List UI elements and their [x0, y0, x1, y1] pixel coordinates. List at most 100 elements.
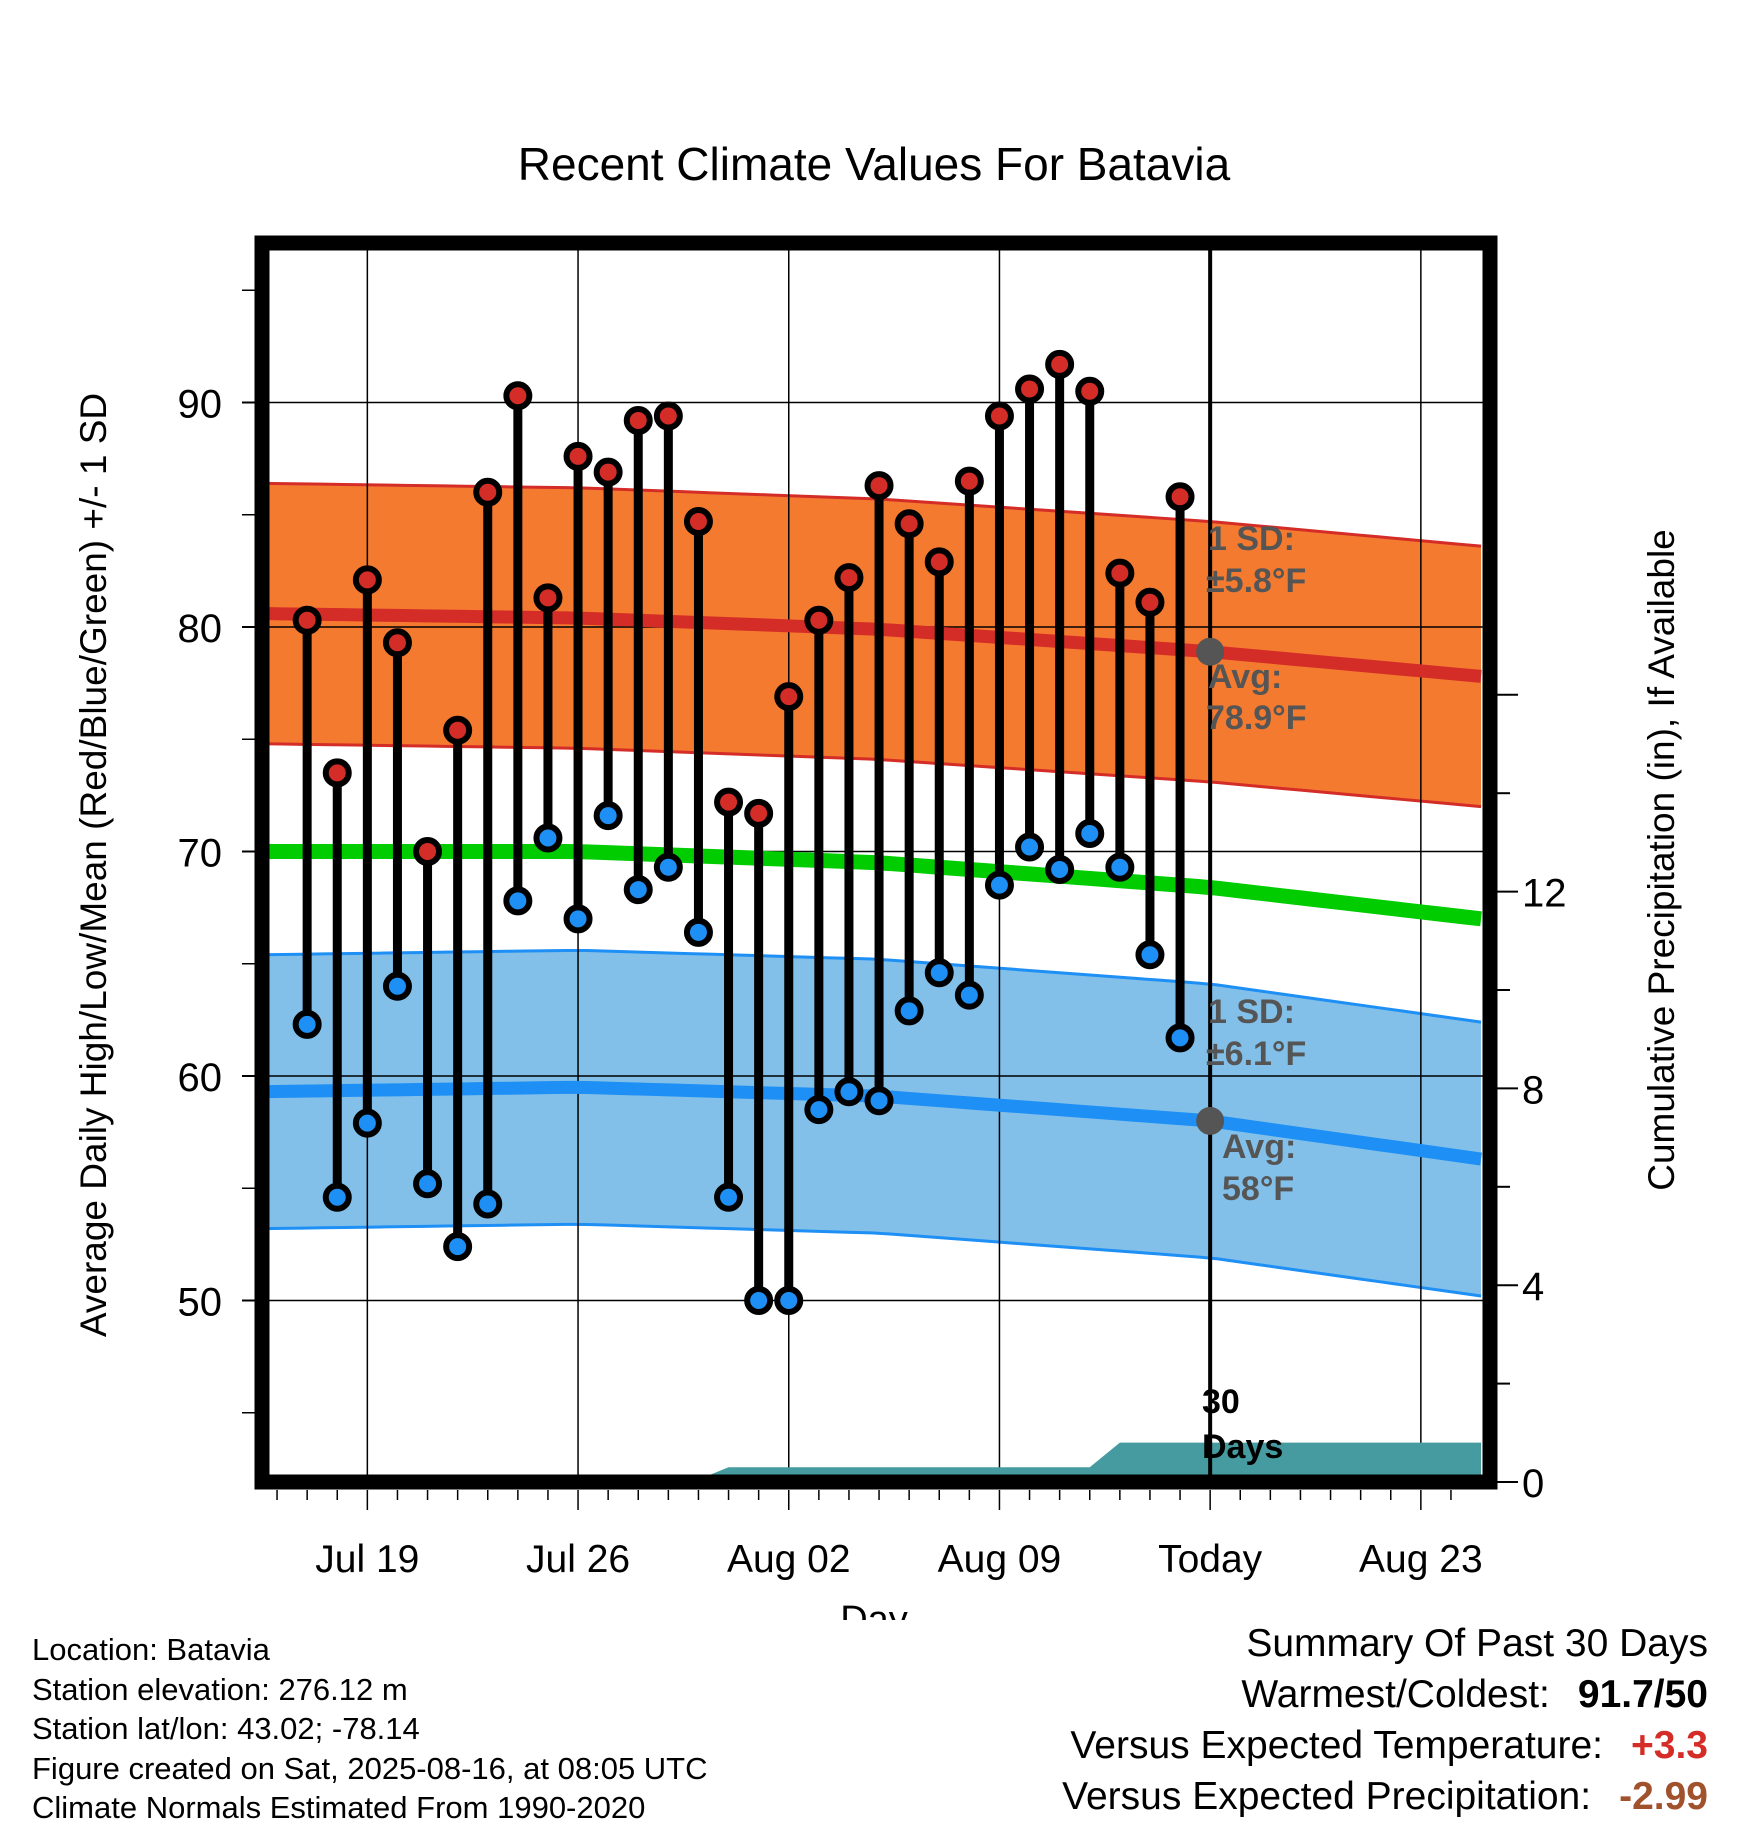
x-axis-label: Day	[840, 1599, 908, 1620]
daily-low-point	[1165, 1023, 1195, 1053]
daily-high-point	[503, 381, 533, 411]
daily-low-point	[533, 823, 563, 853]
daily-low-point	[744, 1286, 774, 1315]
daily-high-point	[894, 509, 924, 539]
daily-high-point	[984, 401, 1014, 431]
y-axis-tick-label: 50	[178, 1281, 223, 1325]
daily-high-point	[1015, 374, 1045, 404]
daily-low-point	[774, 1286, 804, 1315]
daily-low-point	[864, 1086, 894, 1116]
temp-value: +3.3	[1631, 1724, 1708, 1767]
daily-low-point	[1105, 852, 1135, 882]
daily-high-point	[292, 605, 322, 635]
daily-high-point	[774, 682, 804, 712]
x-axis-tick-label: Today	[1158, 1538, 1263, 1581]
daily-high-point	[563, 441, 593, 471]
high-avg-title: Avg:	[1208, 658, 1282, 696]
daily-low-point	[804, 1095, 834, 1125]
warmest-value: 91.7/50	[1577, 1673, 1708, 1716]
daily-high-point	[653, 401, 683, 431]
daily-low-point	[834, 1077, 864, 1107]
daily-high-point	[714, 787, 744, 817]
x-axis-tick-label: Jul 19	[315, 1538, 419, 1581]
today-days-label-line2: Days	[1202, 1428, 1283, 1466]
daily-high-point	[1045, 349, 1075, 379]
y-axis-label: Average Daily High/Low/Mean (Red/Blue/Gr…	[73, 393, 114, 1337]
daily-high-point	[352, 565, 382, 595]
climate-chart: Recent Climate Values For Batavia 1 SD: ±…	[73, 138, 1682, 1620]
y2-axis-tick-label: 0	[1522, 1462, 1544, 1506]
location-text: Location: Batavia	[32, 1632, 270, 1667]
high-avg-value: 78.9°F	[1206, 699, 1307, 737]
temp-label: Versus Expected Temperature:	[1070, 1724, 1603, 1767]
daily-low-point	[984, 870, 1014, 900]
daily-low-point	[322, 1182, 352, 1212]
today-high-avg-marker	[1196, 637, 1225, 666]
y-axis-tick-label: 90	[178, 383, 223, 427]
low-sd-value: ±6.1°F	[1206, 1035, 1306, 1073]
daily-low-point	[473, 1189, 503, 1219]
high-sd-value: ±5.8°F	[1206, 562, 1306, 600]
daily-low-point	[1075, 819, 1105, 849]
x-axis-tick-label: Aug 23	[1359, 1538, 1483, 1581]
precip-label: Versus Expected Precipitation:	[1062, 1775, 1592, 1818]
daily-low-point	[443, 1232, 473, 1262]
daily-low-point	[894, 996, 924, 1026]
x-axis-tick-label: Aug 02	[727, 1538, 851, 1581]
daily-low-point	[1045, 854, 1075, 884]
daily-high-point	[924, 547, 954, 577]
daily-high-point	[954, 466, 984, 496]
low-sd-title: 1 SD:	[1208, 993, 1295, 1031]
elevation-text: Station elevation: 276.12 m	[32, 1671, 408, 1707]
normal-mean-line	[262, 844, 1482, 927]
daily-low-point	[382, 971, 412, 1001]
daily-high-point	[804, 605, 834, 635]
daily-high-point	[683, 506, 713, 536]
daily-high-point	[834, 563, 864, 593]
x-axis-tick-label: Aug 09	[938, 1538, 1062, 1581]
daily-high-point	[443, 715, 473, 745]
daily-low-point	[352, 1108, 382, 1138]
created-text: Figure created on Sat, 2025-08-16, at 08…	[32, 1750, 708, 1786]
x-axis-tick-label: Jul 26	[526, 1538, 630, 1581]
daily-high-point	[1075, 376, 1105, 406]
daily-low-point	[954, 980, 984, 1010]
chart-title: Recent Climate Values For Batavia	[518, 138, 1231, 190]
low-avg-title: Avg:	[1222, 1128, 1296, 1166]
daily-low-point	[623, 875, 653, 905]
precip-value: -2.99	[1619, 1775, 1708, 1818]
plot-frame	[254, 235, 1498, 1490]
normal-high-line	[262, 607, 1482, 683]
daily-low-point	[653, 852, 683, 882]
warmest-label: Warmest/Coldest:	[1241, 1673, 1550, 1716]
daily-low-point	[1135, 940, 1165, 970]
low-sd-band-upper-edge	[262, 948, 1482, 1024]
high-sd-band-lower-edge	[262, 742, 1482, 809]
daily-high-point	[322, 758, 352, 788]
y2-axis-label: Cumulative Precipitation (in), If Availa…	[1641, 529, 1682, 1191]
daily-low-point	[292, 1009, 322, 1039]
daily-high-point	[1105, 558, 1135, 588]
daily-low-point	[683, 917, 713, 947]
precip-area	[262, 1442, 1482, 1482]
daily-low-point	[503, 886, 533, 916]
today-low-avg-marker	[1196, 1106, 1225, 1135]
station-info: Location: Batavia Station elevation: 276…	[32, 1630, 708, 1828]
daily-high-point	[864, 471, 894, 501]
latlon-text: Station lat/lon: 43.02; -78.14	[32, 1711, 420, 1746]
daily-high-point	[1165, 482, 1195, 512]
daily-low-point	[413, 1169, 443, 1199]
y2-axis-tick-label: 4	[1522, 1265, 1544, 1309]
daily-high-point	[593, 457, 623, 487]
normals-text: Climate Normals Estimated From 1990-2020	[32, 1790, 646, 1825]
daily-high-point	[533, 583, 563, 613]
summary-title: Summary Of Past 30 Days	[1246, 1622, 1708, 1665]
daily-low-point	[563, 904, 593, 934]
y-axis-tick-label: 60	[178, 1056, 223, 1100]
y2-axis-tick-label: 8	[1522, 1068, 1544, 1112]
daily-high-point	[382, 628, 412, 658]
low-sd-band-lower-edge	[262, 1222, 1482, 1298]
daily-low-point	[714, 1182, 744, 1212]
daily-low-point	[924, 958, 954, 988]
